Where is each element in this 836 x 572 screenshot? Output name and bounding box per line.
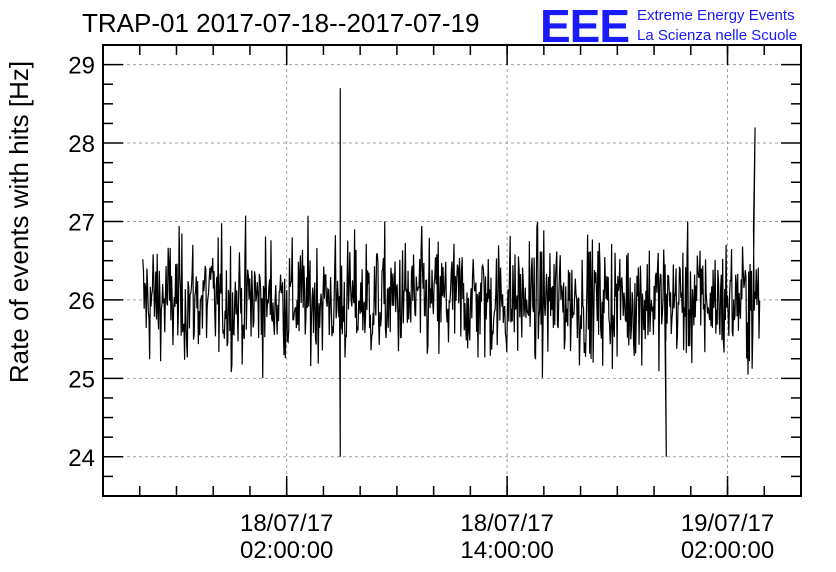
rate-series-line [142, 88, 761, 457]
plot-frame [102, 44, 802, 497]
x-tick-time-label: 02:00:00 [681, 537, 774, 564]
y-tick-label: 24 [68, 445, 95, 472]
logo-line-2: La Scienza nelle Scuole [637, 27, 797, 44]
y-tick-label: 27 [68, 209, 95, 236]
eee-logo: EEE Extreme Energy Events La Scienza nel… [540, 0, 797, 52]
x-tick-time-label: 02:00:00 [240, 537, 333, 564]
y-tick-label: 26 [68, 288, 95, 315]
x-tick-time-label: 14:00:00 [460, 537, 553, 564]
x-tick-date-label: 18/07/17 [460, 510, 553, 537]
logo-mark: EEE [540, 0, 629, 52]
x-tick-date-label: 18/07/17 [240, 510, 333, 537]
series-layer [142, 88, 761, 457]
y-tick-label: 25 [68, 366, 95, 393]
y-axis-label: Rate of events with hits [Hz] [4, 61, 34, 383]
x-tick-date-label: 19/07/17 [681, 510, 774, 537]
x-tick-labels: 18/07/1702:00:0018/07/1714:00:0019/07/17… [240, 510, 774, 564]
y-tick-labels: 24 25 26 27 28 29 [68, 53, 95, 472]
chart-title: TRAP-01 2017-07-18--2017-07-19 [82, 8, 479, 38]
logo-line-1: Extreme Energy Events [637, 7, 795, 24]
y-tick-label: 29 [68, 53, 95, 80]
y-tick-label: 28 [68, 131, 95, 158]
axis-ticks [103, 44, 801, 497]
